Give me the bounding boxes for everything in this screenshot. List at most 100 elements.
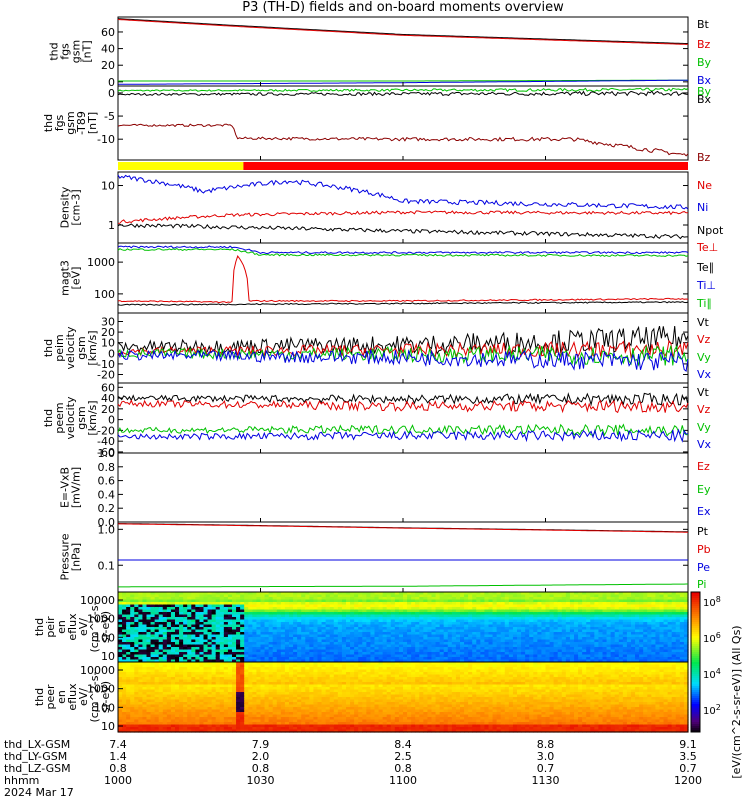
spectrogram-cell bbox=[207, 612, 213, 616]
spectrogram-cell bbox=[333, 612, 339, 616]
spectrogram-cell bbox=[472, 599, 477, 603]
spectrogram-cell bbox=[370, 609, 376, 613]
spectrogram-cell bbox=[248, 604, 253, 608]
spectrogram-cell bbox=[195, 672, 201, 676]
spectrogram-cell bbox=[464, 614, 469, 618]
spectrogram-cell bbox=[175, 719, 180, 723]
spectrogram-cell bbox=[553, 639, 559, 643]
ytick-label: 1 bbox=[108, 219, 115, 232]
spectrogram-cell bbox=[468, 612, 473, 616]
spectrogram-cell bbox=[203, 629, 209, 633]
spectrogram-cell bbox=[264, 599, 270, 603]
spectrogram-cell bbox=[232, 722, 237, 726]
spectrogram-cell bbox=[227, 669, 233, 673]
spectrogram-cell bbox=[122, 699, 127, 703]
spectrogram-cell bbox=[317, 637, 323, 641]
spectrogram-cell bbox=[639, 609, 644, 613]
spectrogram-cell bbox=[179, 644, 184, 648]
spectrogram-cell bbox=[305, 617, 310, 621]
spectrogram-cell bbox=[488, 642, 494, 646]
spectrogram-cell bbox=[427, 654, 433, 658]
spectrogram-cell bbox=[138, 639, 144, 643]
spectrogram-cell bbox=[614, 639, 620, 643]
spectrogram-cell bbox=[179, 682, 184, 686]
spectrogram-cell bbox=[508, 597, 514, 601]
ylabel-line: peem bbox=[53, 402, 66, 433]
spectrogram-cell bbox=[594, 634, 600, 638]
spectrogram-cell bbox=[211, 654, 217, 658]
spectrogram-cell bbox=[451, 622, 457, 626]
spectrogram-cell bbox=[248, 622, 253, 626]
spectrogram-cell bbox=[305, 604, 310, 608]
spectrogram-cell bbox=[122, 702, 127, 706]
spectrogram-cell bbox=[162, 642, 168, 646]
spectrogram-cell bbox=[195, 649, 201, 653]
spectrogram-cell bbox=[565, 647, 571, 651]
spectrogram-cell bbox=[533, 599, 538, 603]
series-line-Pi bbox=[118, 583, 688, 588]
spectrogram-cell bbox=[313, 624, 319, 628]
spectrogram-cell bbox=[126, 649, 131, 653]
spectrogram-cell bbox=[276, 617, 282, 621]
spectrogram-cell bbox=[427, 647, 433, 651]
spectrogram-cell bbox=[252, 622, 258, 626]
spectrogram-cell bbox=[565, 632, 571, 636]
spectrogram-cell bbox=[354, 642, 359, 646]
spectrogram-cell bbox=[529, 624, 534, 628]
spectrogram-cell bbox=[468, 619, 473, 623]
spectrogram-cell bbox=[533, 639, 538, 643]
spectrogram-cell bbox=[439, 642, 445, 646]
spectrogram-cell bbox=[667, 614, 673, 618]
spectrogram-cell bbox=[223, 659, 229, 663]
spectrogram-cell bbox=[565, 607, 571, 611]
spectrogram-cell bbox=[134, 714, 139, 718]
spectrogram-cell bbox=[191, 607, 196, 611]
spectrogram-cell bbox=[268, 599, 274, 603]
spectrogram-cell bbox=[602, 617, 608, 621]
spectrogram-cell bbox=[533, 659, 538, 663]
spectrogram-cell bbox=[671, 657, 677, 661]
spectrogram-cell bbox=[211, 694, 217, 698]
spectrogram-cell bbox=[675, 622, 681, 626]
spectrogram-cell bbox=[407, 622, 412, 626]
spectrogram-cell bbox=[126, 702, 131, 706]
spectrogram-cell bbox=[333, 619, 339, 623]
spectrogram-cell bbox=[578, 652, 583, 656]
spectrogram-cell bbox=[553, 657, 559, 661]
spectrogram-cell bbox=[138, 667, 144, 671]
spectrogram-cell bbox=[529, 629, 534, 633]
spectrogram-cell bbox=[150, 654, 156, 658]
spectrogram-cell bbox=[227, 652, 233, 656]
spectrogram-cell bbox=[284, 642, 290, 646]
spectrogram-cell bbox=[423, 617, 429, 621]
spectrogram-cell bbox=[203, 674, 209, 678]
spectrogram-cell bbox=[521, 599, 526, 603]
spectrogram-cell bbox=[236, 649, 241, 653]
spectrogram-cell bbox=[500, 612, 506, 616]
spectrogram-cell bbox=[248, 607, 253, 611]
spectrogram-cell bbox=[122, 717, 127, 721]
spectrogram-cell bbox=[170, 669, 176, 673]
spectrogram-cell bbox=[317, 649, 323, 653]
spectrogram-cell bbox=[663, 634, 669, 638]
spectrogram-cell bbox=[329, 599, 335, 603]
spectrogram-cell bbox=[358, 647, 363, 651]
spectrogram-cell bbox=[199, 702, 205, 706]
spectrogram-cell bbox=[671, 594, 677, 598]
spectrogram-cell bbox=[582, 629, 587, 633]
spectrogram-cell bbox=[166, 632, 172, 636]
spectrogram-cell bbox=[207, 707, 213, 711]
spectrogram-cell bbox=[158, 622, 164, 626]
spectrogram-cell bbox=[264, 637, 270, 641]
spectrogram-cell bbox=[370, 644, 376, 648]
spectrogram-cell bbox=[215, 702, 221, 706]
spectrogram-cell bbox=[517, 629, 522, 633]
spectrogram-cell bbox=[647, 622, 652, 626]
spectrogram-cell bbox=[529, 649, 534, 653]
spectrogram-cell bbox=[435, 607, 441, 611]
spectrogram-cell bbox=[166, 602, 172, 606]
spectrogram-cell bbox=[191, 694, 196, 698]
spectrogram-cell bbox=[280, 632, 286, 636]
spectrogram-cell bbox=[122, 622, 127, 626]
spectrogram-cell bbox=[403, 614, 408, 618]
